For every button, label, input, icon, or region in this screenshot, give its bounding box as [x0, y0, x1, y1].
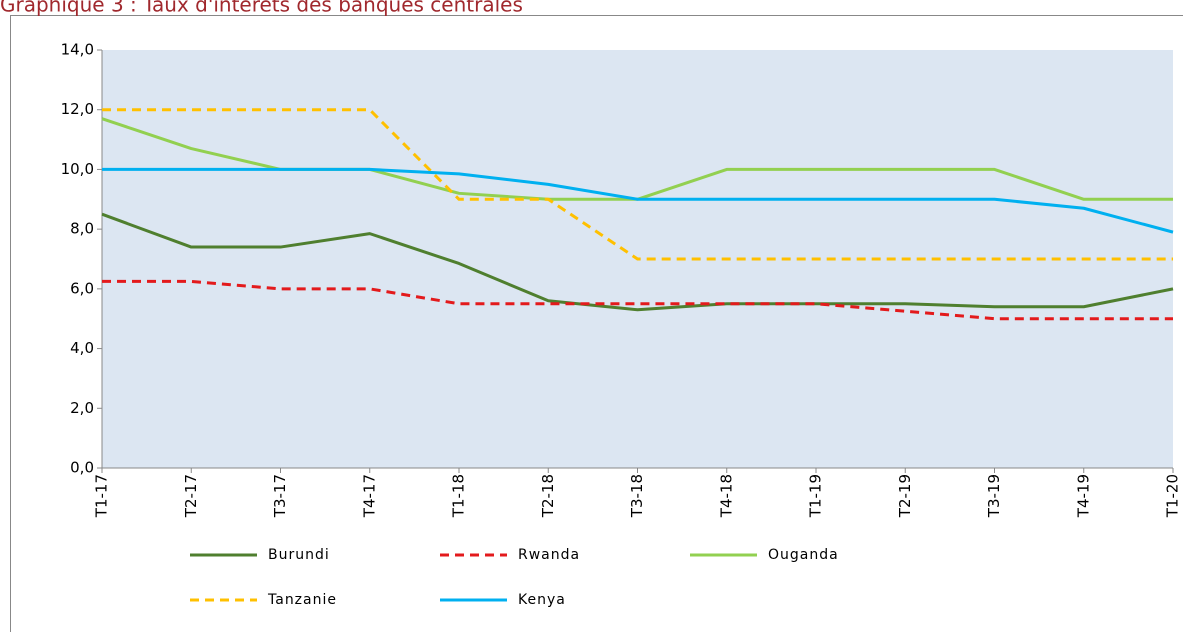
x-tick-label: T1-20	[1164, 474, 1182, 518]
x-tick-label: T1-17	[93, 474, 111, 518]
x-tick-label: T2-17	[182, 474, 200, 518]
y-tick-label: 4,0	[70, 339, 94, 357]
y-tick-label: 14,0	[61, 41, 94, 59]
y-tick-label: 0,0	[70, 459, 94, 477]
x-tick-label: T1-18	[450, 474, 468, 518]
x-tick-label: T2-19	[896, 474, 914, 518]
legend-label: Kenya	[518, 592, 566, 608]
series-line	[102, 167, 1174, 234]
x-tick-label: T3-17	[271, 474, 289, 518]
legend-label: Tanzanie	[267, 592, 337, 608]
y-tick-label: 8,0	[70, 220, 94, 238]
x-tick-label: T4-17	[360, 474, 378, 518]
x-tick-label: T2-18	[539, 474, 557, 518]
x-tick-label: T4-18	[717, 474, 735, 518]
y-tick-label: 2,0	[70, 399, 94, 417]
y-tick-label: 6,0	[70, 279, 94, 297]
x-tick-label: T4-19	[1074, 474, 1092, 518]
x-tick-label: T1-19	[807, 474, 825, 518]
y-tick-label: 12,0	[61, 100, 94, 118]
y-tick-label: 10,0	[61, 160, 94, 178]
series-line	[101, 212, 1174, 312]
x-tick-label: T3-18	[628, 474, 646, 518]
legend-label: Burundi	[268, 547, 330, 563]
legend-label: Ouganda	[768, 547, 839, 563]
series-line	[102, 108, 1173, 261]
chart-title: Graphique 3 : Taux d'intérêts des banque…	[0, 0, 523, 17]
legend-label: Rwanda	[518, 547, 580, 563]
x-tick-label: T3-19	[985, 474, 1003, 518]
